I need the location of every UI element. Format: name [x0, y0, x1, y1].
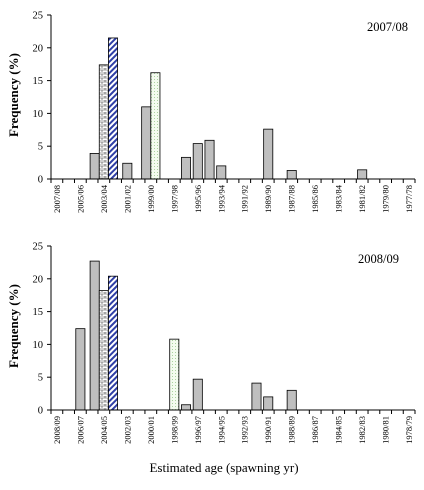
- x-tick-label: 1980/81: [381, 416, 391, 444]
- x-tick-label: 1999/00: [146, 185, 156, 213]
- x-tick-label: 2003/04: [99, 184, 109, 213]
- x-tick-label: 1987/88: [287, 185, 297, 213]
- chart-panel-2008-09: 0 5 10 15 20 25 2008/09 2006/07 2004/05 2002/03 20…: [33, 242, 416, 444]
- y-axis-label-bottom: Frequency (%): [6, 284, 21, 368]
- x-tick-label: 1979/80: [381, 185, 391, 213]
- bar-gray-1981-82: [357, 169, 368, 180]
- bar-gray-2006-07: [75, 328, 86, 411]
- y-tick-label: 0: [38, 406, 43, 417]
- x-tick-label: 1978/79: [404, 416, 414, 444]
- y-tick-label: 15: [33, 307, 44, 318]
- bar-green-dots-1999-00: [150, 72, 161, 180]
- y-tick-label: 10: [33, 340, 44, 351]
- bar-gray-1991-92: [251, 382, 262, 411]
- x-tick-label: 1983/84: [334, 184, 344, 213]
- x-tick-label: 1998/99: [169, 416, 179, 444]
- x-tick-label: 1994/95: [216, 416, 226, 444]
- x-tick-label: 1992/93: [240, 416, 250, 444]
- bar-gray-1999-00: [141, 106, 152, 180]
- bar-gray-1996-97: [181, 156, 192, 180]
- x-tick-label: 2005/06: [75, 185, 85, 213]
- bar-gray-2003-04: [89, 153, 100, 180]
- x-tick-label: 1990/91: [263, 416, 273, 444]
- bar-brick-2003-04: [98, 64, 109, 180]
- bar-gray-2004-05: [89, 260, 100, 411]
- bar-gray-1994-95: [204, 139, 215, 180]
- bar-blue-hatch-2004-05: [108, 275, 118, 411]
- y-tick-label: 5: [38, 373, 43, 384]
- y-tick-label: 25: [33, 11, 44, 22]
- x-tick-label: 1997/98: [169, 185, 179, 213]
- bar-gray-1993-94: [216, 165, 227, 180]
- x-tick-label: 1988/89: [287, 416, 297, 444]
- bar-gray-1997-98: [181, 404, 192, 411]
- x-tick-label: 2008/09: [52, 416, 62, 444]
- y-tick-label: 5: [38, 142, 43, 153]
- panel-title-top: 2007/08: [367, 20, 408, 34]
- panel-title-bottom: 2008/09: [358, 252, 399, 266]
- x-tick-label: 2006/07: [75, 416, 85, 444]
- bar-gray-1988-89: [286, 389, 297, 411]
- x-tick-label: 1982/83: [357, 416, 367, 444]
- y-tick-label: 10: [33, 109, 44, 120]
- x-tick-label: 2001/02: [122, 185, 132, 213]
- bar-blue-hatch-2003-04: [108, 37, 118, 180]
- x-tick-label: 1981/82: [357, 185, 367, 213]
- x-tick-label: 1995/96: [193, 185, 203, 213]
- bar-gray-1987-88: [286, 170, 297, 180]
- y-tick-label: 20: [33, 274, 44, 285]
- y-tick-label: 15: [33, 76, 44, 87]
- bar-gray-1996-97: [192, 378, 203, 411]
- x-tick-label: 1991/92: [240, 185, 250, 213]
- x-tick-label: 1986/87: [310, 416, 320, 444]
- x-axis-label: Estimated age (spawning yr): [149, 460, 298, 475]
- x-tick-label: 2002/03: [122, 416, 132, 444]
- bar-green-dots-1998-99: [169, 338, 180, 411]
- x-tick-label: 2000/01: [146, 416, 156, 444]
- x-tick-label: 2004/05: [99, 416, 109, 444]
- bar-gray-2001-02: [122, 162, 133, 180]
- x-tick-label: 2007/08: [52, 185, 62, 213]
- x-tick-label: 1989/90: [263, 185, 273, 213]
- x-tick-label: 1996/97: [193, 416, 203, 444]
- y-tick-label: 20: [33, 43, 44, 54]
- x-tick-label: 1977/78: [404, 185, 414, 213]
- y-tick-label: 25: [33, 242, 44, 253]
- x-tick-label: 1985/86: [310, 185, 320, 213]
- chart-panel-2007-08: 0 5 10 15 20 25 2007/08 2005/06 2003/04 2001/02 19…: [33, 11, 416, 213]
- x-tick-label: 1993/94: [216, 184, 226, 213]
- y-axis-label-top: Frequency (%): [6, 53, 21, 137]
- bar-gray-1989-90: [263, 128, 274, 180]
- bar-brick-2004-05: [98, 290, 109, 411]
- bar-gray-1990-91: [263, 396, 274, 411]
- y-tick-label: 0: [38, 175, 43, 186]
- bar-gray-1995-96: [192, 143, 203, 180]
- x-tick-label: 1984/85: [334, 416, 344, 444]
